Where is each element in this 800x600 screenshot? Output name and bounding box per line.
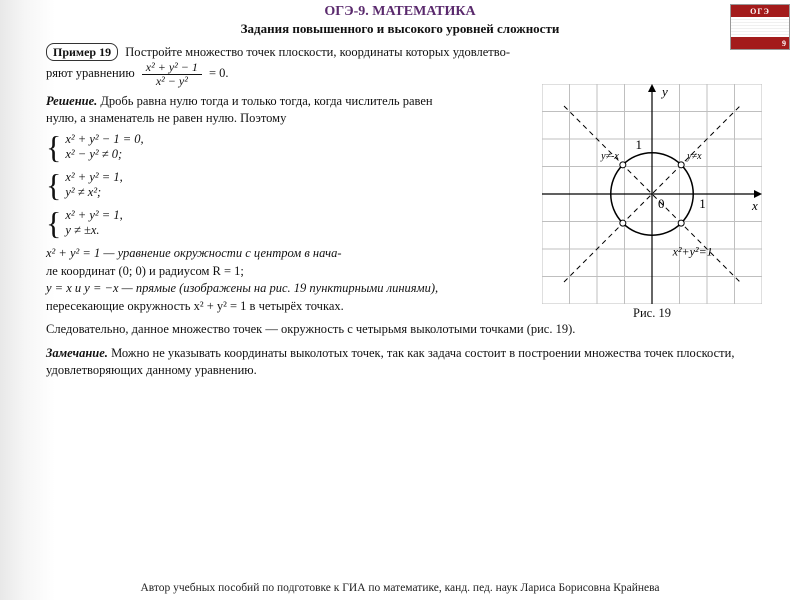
svg-text:x²+y²=1: x²+y²=1 [672,244,713,258]
figure-svg: 1 1 0 x y x²+y²=1 y≠x y≠-x [542,84,762,304]
after-l1b: ле координат (0; 0) и радиусом R = 1; [46,264,244,278]
solution-label: Решение. [46,94,97,108]
figure-19: 1 1 0 x y x²+y²=1 y≠x y≠-x Рис. 19 [522,84,782,321]
brace-icon: { [46,169,61,201]
problem-line1: Постройте множество точек плоскости, коо… [125,45,510,59]
sys2-line1: x² + y² = 1, [65,170,122,185]
sys3-line1: x² + y² = 1, [65,208,122,223]
header-subtitle: Задания повышенного и высокого уровней с… [0,21,800,37]
logo-mid [731,17,789,37]
svg-text:1: 1 [699,196,706,211]
svg-text:0: 0 [658,196,665,211]
sys1-line2: x² − y² ≠ 0; [65,147,143,162]
fraction-denominator: x² − y² [142,75,202,88]
svg-text:y≠x: y≠x [686,151,702,162]
equals-zero: = 0. [209,66,229,80]
fraction-numerator: x² + y² − 1 [142,61,202,75]
conclusion: Следовательно, данное множество точек — … [46,321,788,339]
brace-icon: { [46,131,61,163]
footer-block: Следовательно, данное множество точек — … [12,321,788,380]
fraction: x² + y² − 1 x² − y² [142,61,202,87]
sys3-line2: y ≠ ±x. [65,223,122,238]
problem-statement: Пример 19 Постройте множество точек плос… [46,43,788,87]
example-label: Пример 19 [46,43,118,61]
svg-text:1: 1 [636,137,643,152]
solution-text: Дробь равна нулю тогда и только тогда, к… [46,94,433,125]
after-l2a: y = x и y = −x — прямые (изображены на р… [46,281,438,295]
header: ОГЭ-9. МАТЕМАТИКА Задания повышенного и … [0,0,800,39]
svg-text:y: y [660,84,668,99]
logo-top: ОГЭ [731,5,789,17]
problem-line2: ряют уравнению [46,66,135,80]
author-line: Автор учебных пособий по подготовке к ГИ… [0,582,800,594]
brace-icon: { [46,207,61,239]
sys2-line2: y² ≠ x²; [65,185,122,200]
note-text: Можно не указывать координаты выколотых … [46,346,734,378]
sys1-line1: x² + y² − 1 = 0, [65,132,143,147]
after-l2b: пересекающие окружность x² + y² = 1 в че… [46,299,344,313]
solution-block: Решение. Дробь равна нулю тогда и только… [46,93,466,127]
svg-text:x: x [751,198,758,213]
after-l1a: x² + y² = 1 — уравнение окружности с цен… [46,246,342,260]
figure-caption: Рис. 19 [522,306,782,321]
svg-text:y≠-x: y≠-x [600,151,619,162]
note-label: Замечание. [46,346,108,360]
header-title: ОГЭ-9. МАТЕМАТИКА [0,4,800,20]
